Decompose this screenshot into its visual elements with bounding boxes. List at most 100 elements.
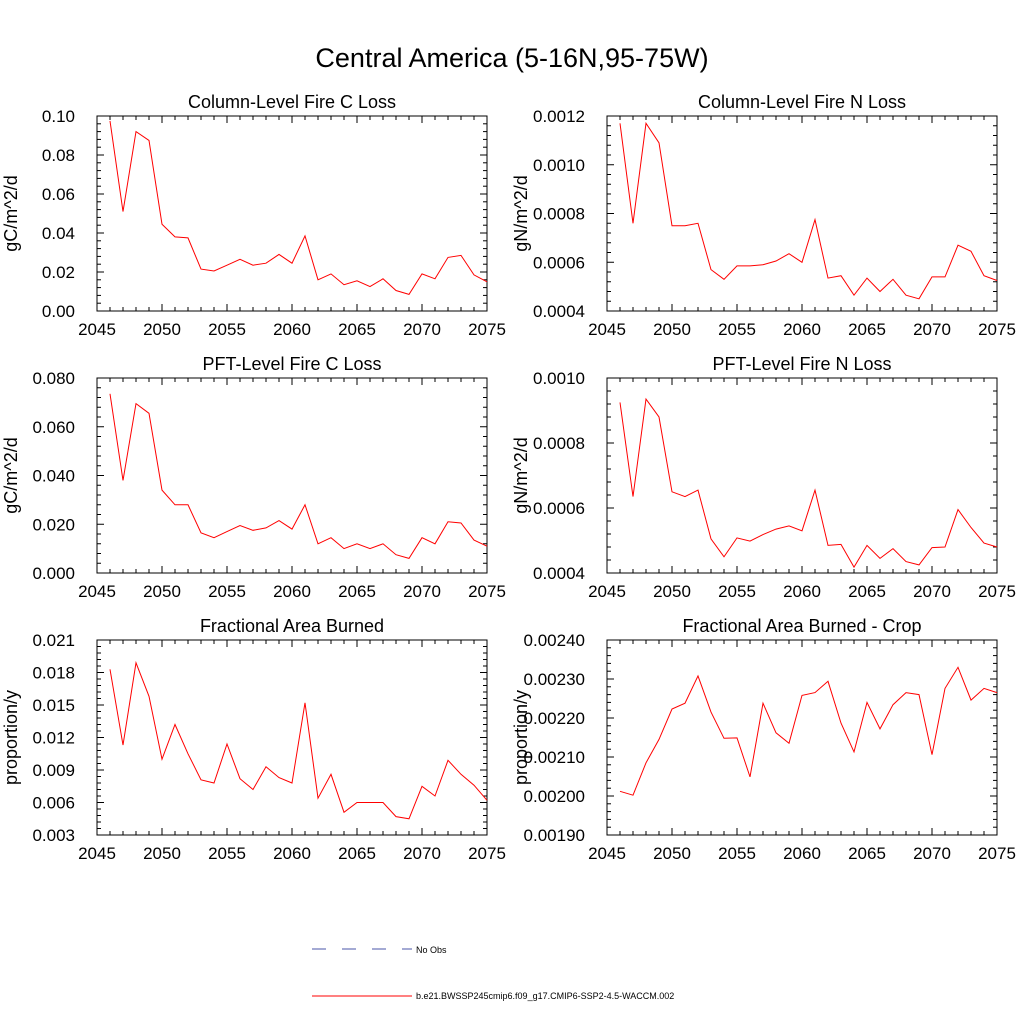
plot-frame <box>606 377 998 574</box>
y-tick-label: 0.06 <box>42 185 75 204</box>
y-tick-label: 0.0006 <box>533 499 585 518</box>
y-tick-label: 0.0008 <box>533 434 585 453</box>
x-tick-label: 2060 <box>273 320 311 339</box>
y-tick-label: 0.040 <box>32 467 75 486</box>
panel-6: 2045 2050 2055 2060 2065 2070 2075 0.00190 0.002… <box>511 616 1016 863</box>
y-tick-label: 0.080 <box>32 369 75 388</box>
y-tick-label: 0.006 <box>32 794 75 813</box>
x-tick-label: 2070 <box>403 320 441 339</box>
x-tick-label: 2075 <box>978 844 1016 863</box>
y-tick-label: 0.0008 <box>533 205 585 224</box>
x-tick-label: 2075 <box>978 582 1016 601</box>
y-axis-label: gN/m^2/d <box>511 437 531 513</box>
y-tick-label: 0.10 <box>42 107 75 126</box>
y-tick-label: 0.00220 <box>524 709 585 728</box>
x-tick-label: 2055 <box>718 582 756 601</box>
plot-frame <box>96 639 488 836</box>
x-tick-label: 2050 <box>143 582 181 601</box>
y-tick-label: 0.00240 <box>524 631 585 650</box>
x-tick-label: 2075 <box>468 582 506 601</box>
x-tick-label: 2055 <box>718 320 756 339</box>
series-line-1 <box>619 397 998 569</box>
x-tick-label: 2045 <box>588 844 626 863</box>
y-axis-label: gC/m^2/d <box>1 437 21 513</box>
series-line-1 <box>619 121 998 300</box>
y-axis-label: proportion/y <box>1 690 21 785</box>
y-tick-label: 0.018 <box>32 664 75 683</box>
series-line-1 <box>109 120 488 295</box>
y-tick-label: 0.009 <box>32 761 75 780</box>
x-tick-label: 2045 <box>78 582 116 601</box>
plot-frame <box>606 639 998 836</box>
panel-3: 2045 2050 2055 2060 2065 2070 2075 0.000 0.020 0.… <box>1 354 506 601</box>
x-tick-label: 2070 <box>403 582 441 601</box>
x-tick-label: 2070 <box>913 844 951 863</box>
x-tick-label: 2050 <box>653 582 691 601</box>
x-tick-label: 2060 <box>273 844 311 863</box>
x-tick-label: 2070 <box>913 320 951 339</box>
x-tick-label: 2060 <box>783 844 821 863</box>
y-tick-label: 0.0010 <box>533 369 585 388</box>
y-tick-label: 0.012 <box>32 729 75 748</box>
x-tick-label: 2065 <box>848 844 886 863</box>
panel-title: Fractional Area Burned - Crop <box>682 616 921 636</box>
x-tick-label: 2070 <box>403 844 441 863</box>
x-tick-label: 2055 <box>718 844 756 863</box>
x-tick-label: 2045 <box>588 320 626 339</box>
plot-frame <box>96 115 488 312</box>
y-tick-label: 0.000 <box>32 564 75 583</box>
y-tick-label: 0.0004 <box>533 302 585 321</box>
x-tick-label: 2050 <box>653 320 691 339</box>
y-axis-label: gN/m^2/d <box>511 175 531 251</box>
x-tick-label: 2065 <box>338 582 376 601</box>
legend-label-no-obs: No Obs <box>416 945 447 955</box>
x-tick-label: 2045 <box>78 844 116 863</box>
series-line-1 <box>619 666 998 796</box>
y-tick-label: 0.015 <box>32 696 75 715</box>
series-line-1 <box>109 393 488 559</box>
x-tick-label: 2060 <box>273 582 311 601</box>
y-tick-label: 0.060 <box>32 418 75 437</box>
x-tick-label: 2050 <box>143 320 181 339</box>
x-tick-label: 2075 <box>468 320 506 339</box>
x-tick-label: 2075 <box>978 320 1016 339</box>
panel-title: Column-Level Fire N Loss <box>698 92 906 112</box>
y-tick-label: 0.0012 <box>533 107 585 126</box>
x-tick-label: 2065 <box>338 320 376 339</box>
x-tick-label: 2070 <box>913 582 951 601</box>
x-tick-label: 2055 <box>208 582 246 601</box>
plot-frame <box>96 377 488 574</box>
y-axis-label: proportion/y <box>511 690 531 785</box>
panel-title: Column-Level Fire C Loss <box>188 92 396 112</box>
panel-title: PFT-Level Fire N Loss <box>712 354 891 374</box>
x-tick-label: 2060 <box>783 582 821 601</box>
x-tick-label: 2055 <box>208 320 246 339</box>
y-tick-label: 0.0006 <box>533 253 585 272</box>
x-tick-label: 2075 <box>468 844 506 863</box>
y-tick-label: 0.00190 <box>524 826 585 845</box>
legend: No Obs b.e21.BWSSP245cmip6.f09_g17.CMIP6… <box>312 945 674 1001</box>
series-line-1 <box>109 660 488 820</box>
x-tick-label: 2055 <box>208 844 246 863</box>
panel-4: 2045 2050 2055 2060 2065 2070 2075 0.0004 0.0006… <box>511 354 1016 601</box>
x-tick-label: 2065 <box>338 844 376 863</box>
y-tick-label: 0.0004 <box>533 564 585 583</box>
x-tick-label: 2050 <box>653 844 691 863</box>
y-tick-label: 0.04 <box>42 224 75 243</box>
y-axis-label: gC/m^2/d <box>1 175 21 251</box>
y-tick-label: 0.08 <box>42 146 75 165</box>
plot-frame <box>606 115 998 312</box>
panel-title: Fractional Area Burned <box>200 616 384 636</box>
panel-title: PFT-Level Fire C Loss <box>202 354 381 374</box>
y-tick-label: 0.021 <box>32 631 75 650</box>
legend-label-model: b.e21.BWSSP245cmip6.f09_g17.CMIP6-SSP2-4… <box>416 991 674 1001</box>
y-tick-label: 0.020 <box>32 515 75 534</box>
y-tick-label: 0.0010 <box>533 156 585 175</box>
y-tick-label: 0.00210 <box>524 748 585 767</box>
x-tick-label: 2045 <box>588 582 626 601</box>
panel-1: 2045 2050 2055 2060 2065 2070 2075 0.00 0.02 0.04… <box>1 92 506 339</box>
x-tick-label: 2060 <box>783 320 821 339</box>
y-tick-label: 0.00 <box>42 302 75 321</box>
x-tick-label: 2050 <box>143 844 181 863</box>
